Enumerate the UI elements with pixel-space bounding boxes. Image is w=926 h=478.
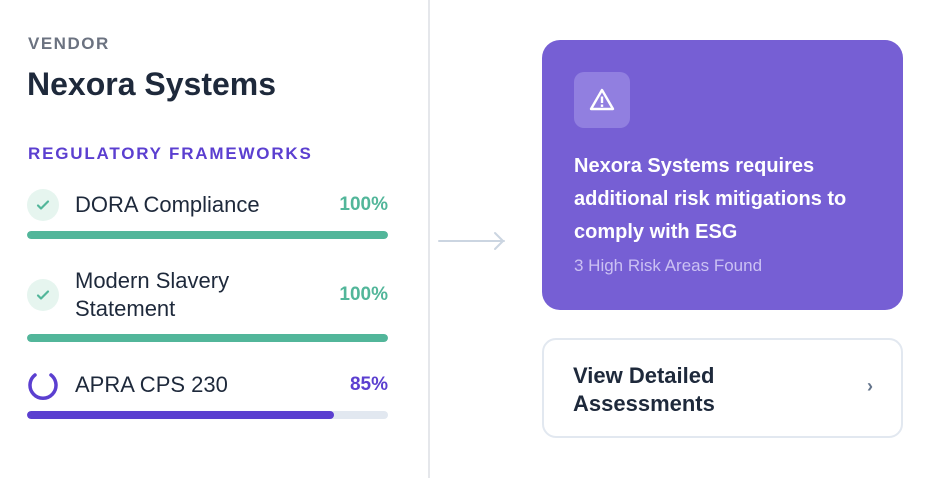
check-icon [27, 189, 59, 221]
framework-percent: 100% [339, 284, 388, 305]
framework-name: DORA Compliance [75, 192, 260, 217]
arrow-right-icon [438, 230, 508, 257]
risk-alert-card: Nexora Systems requires additional risk … [542, 40, 903, 310]
button-label-line2: Assessments [573, 391, 715, 416]
framework-percent: 100% [339, 194, 388, 215]
progress-fill [27, 411, 334, 419]
frameworks-title: REGULATORY FRAMEWORKS [28, 144, 313, 163]
progress-fill [27, 231, 388, 239]
vendor-name: Nexora Systems [27, 66, 277, 102]
chevron-right-icon: › [867, 376, 873, 396]
framework-name: Modern Slavery Statement [75, 267, 229, 323]
framework-name-line2: Statement [75, 296, 176, 321]
framework-progress-bar [27, 231, 388, 239]
progress-fill [27, 334, 388, 342]
framework-name-line1: Modern Slavery [75, 268, 230, 293]
framework-name: APRA CPS 230 [75, 372, 228, 397]
view-detailed-assessments-button[interactable]: View Detailed Assessments › [542, 338, 903, 438]
alert-subtext: 3 High Risk Areas Found [574, 256, 763, 275]
loading-spinner-icon [27, 369, 59, 401]
button-label-line1: View Detailed [573, 363, 715, 388]
button-label: View Detailed Assessments [573, 362, 715, 418]
framework-progress-bar [27, 334, 388, 342]
check-icon [27, 279, 59, 311]
framework-percent: 85% [349, 374, 388, 395]
framework-progress-bar [27, 411, 388, 419]
warning-triangle-icon [574, 72, 630, 128]
vendor-label: VENDOR [28, 34, 110, 53]
alert-message: Nexora Systems requires additional risk … [574, 155, 847, 243]
panel-divider [428, 0, 430, 478]
